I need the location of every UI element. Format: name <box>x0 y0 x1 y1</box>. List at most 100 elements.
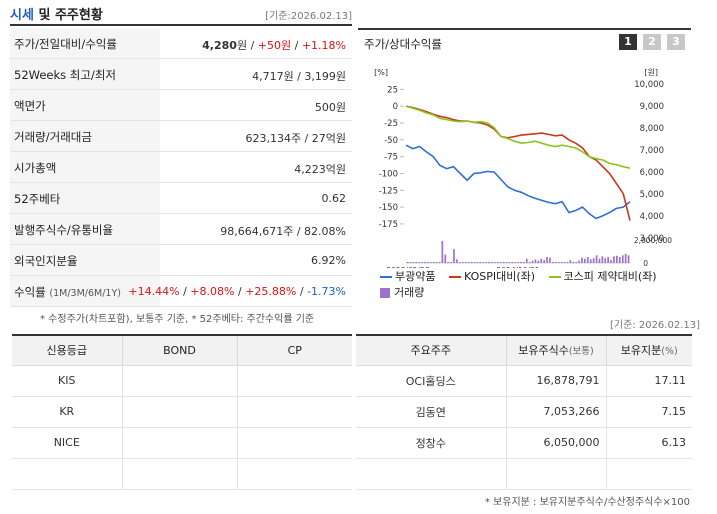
chart-button-2[interactable]: 2 <box>643 34 661 50</box>
volume-bar <box>525 258 528 263</box>
volume-bar <box>458 262 461 263</box>
right-tick-label: 5,000 <box>640 190 664 200</box>
info-value: 0.62 <box>321 192 347 205</box>
col-header: 보유지분(%) <box>605 335 692 366</box>
cp-cell <box>236 395 352 428</box>
table-row: 김동연 7,053,266 7.15 <box>356 395 692 428</box>
volume-bar <box>578 260 580 263</box>
volume-bar <box>569 260 572 263</box>
returns-label: 수익률 <box>14 285 46 299</box>
info-value-price: 4,280원 / +50원 / +1.18% <box>202 37 346 53</box>
volume-bar <box>488 262 490 263</box>
volume-bar <box>482 262 484 263</box>
cp-cell <box>236 364 352 397</box>
info-row-beta: 52주베타 0.62 <box>10 183 352 214</box>
left-tick-label: -50 <box>384 136 398 146</box>
volume-bar <box>412 262 415 263</box>
volume-bar <box>604 258 607 263</box>
volume-bar <box>584 258 586 263</box>
holder-name: 정창수 <box>356 426 507 459</box>
return-1m: +14.44% <box>128 285 180 298</box>
legend-swatch <box>380 288 390 298</box>
volume-bar <box>441 240 444 263</box>
price-rate: +1.18% <box>301 39 346 52</box>
cp-cell <box>236 426 352 459</box>
volume-bar <box>502 262 505 263</box>
table-row: KIS <box>12 364 352 397</box>
series-line-3 <box>405 105 631 169</box>
legend-swatch <box>548 276 561 278</box>
volume-bar <box>418 262 420 263</box>
col-header: CP <box>236 335 352 366</box>
right-tick-label: 9,000 <box>640 102 664 112</box>
info-value: 98,664,671주 / 82.08% <box>220 225 346 238</box>
series-line-2 <box>405 105 631 221</box>
price-value: 4,280 <box>202 39 237 52</box>
header-divider <box>10 24 352 26</box>
title-rest: 및 주주현황 <box>38 8 103 23</box>
volume-bar <box>531 260 534 263</box>
right-tick-label: 4,000 <box>640 212 664 222</box>
legend-swatch <box>448 276 461 278</box>
volume-bar <box>552 262 554 263</box>
price-sep: / <box>291 39 302 52</box>
left-tick-label: -25 <box>384 119 398 129</box>
left-tick-label: -75 <box>384 153 398 163</box>
right-axis-unit: [원] <box>644 68 658 77</box>
col-header: 주요주주 <box>356 335 507 366</box>
volume-bar <box>409 262 412 263</box>
legend-item-series2: KOSPI대비(좌) <box>448 268 536 284</box>
bond-cell <box>121 426 238 459</box>
legend-label: KOSPI대비(좌) <box>463 270 536 283</box>
chart-title: 주가/상대수익률 <box>364 37 442 51</box>
volume-bar <box>520 262 522 263</box>
chart-panel: 주가/상대수익률 1 2 3 [%] [원] 25 0 -25 -50 -75 -100 -12… <box>358 28 691 303</box>
series-line-1 <box>405 144 631 220</box>
holder-shares: 16,878,791 <box>505 364 607 397</box>
info-label: 수익률 (1M/3M/6M/1Y) <box>10 276 160 306</box>
volume-bar <box>546 257 548 263</box>
volume-bar <box>444 254 447 263</box>
chart-button-3[interactable]: 3 <box>667 34 685 50</box>
right-tick-label: 8,000 <box>640 124 664 134</box>
holder-name: OCI홀딩스 <box>356 364 507 397</box>
info-value: 4,717원 / 3,199원 <box>252 70 346 83</box>
volume-bar <box>511 262 513 263</box>
return-1y: -1.73% <box>307 285 346 298</box>
section-header: 시세 및 주주현황 [기준:2026.02.13] <box>0 0 717 26</box>
info-row-foreign: 외국인지분율 6.92% <box>10 245 352 276</box>
holder-pct: 6.13 <box>605 426 692 459</box>
volume-tick-label: 2,000,000 <box>634 236 672 245</box>
volume-bar <box>447 262 449 263</box>
volume-bar <box>581 257 583 263</box>
agency-cell: KR <box>12 395 123 428</box>
holder-shares: 6,050,000 <box>505 426 607 459</box>
info-label: 52Weeks 최고/최저 <box>10 59 160 89</box>
volume-bar <box>557 262 560 263</box>
table-row: 정창수 6,050,000 6.13 <box>356 426 692 459</box>
info-label: 52주베타 <box>10 183 160 213</box>
chart-legend: 부광약품 KOSPI대비(좌) 코스피 제약대비(좌) 거래량 <box>380 268 690 300</box>
table-row: NICE <box>12 426 352 459</box>
volume-bar <box>508 262 511 263</box>
info-label: 액면가 <box>10 90 160 120</box>
volume-bar <box>586 257 589 263</box>
col-header: 신용등급 <box>12 335 123 366</box>
agency-cell: KIS <box>12 364 123 397</box>
info-row-market-cap: 시가총액 4,223억원 <box>10 152 352 183</box>
volume-bar <box>432 262 435 263</box>
info-label: 시가총액 <box>10 152 160 182</box>
legend-item-series1: 부광약품 <box>380 268 435 284</box>
info-value: 500원 <box>314 101 346 114</box>
col-header-text: 보유주식수 <box>518 344 569 358</box>
price-info-table: 주가/전일대비/수익률 4,280원 / +50원 / +1.18% 52Wee… <box>10 28 352 325</box>
title-accent: 시세 <box>10 8 34 23</box>
return-sep: / <box>183 285 187 298</box>
info-value: 4,223억원 <box>294 163 346 176</box>
return-sep: / <box>299 285 304 298</box>
x-tick-label: 2023/02/28 <box>386 266 429 268</box>
bond-cell <box>121 364 238 397</box>
volume-bar <box>563 262 566 263</box>
volume-bar <box>540 258 543 263</box>
chart-button-1[interactable]: 1 <box>619 34 637 50</box>
